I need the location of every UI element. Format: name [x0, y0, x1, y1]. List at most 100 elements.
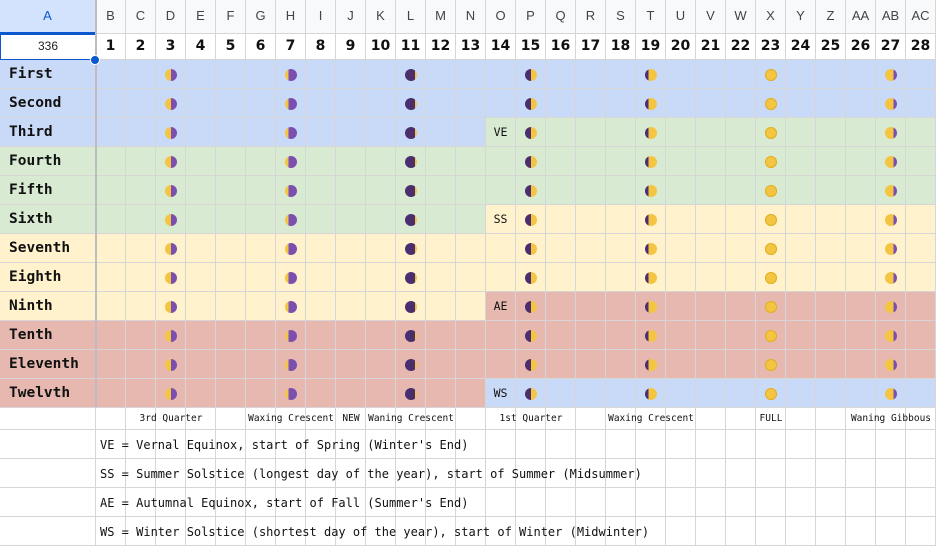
- day-cell[interactable]: [546, 321, 576, 350]
- day-cell[interactable]: [336, 263, 366, 292]
- selection-fill-handle[interactable]: [90, 55, 100, 65]
- day-cell[interactable]: [366, 321, 396, 350]
- day-cell[interactable]: [396, 89, 426, 118]
- day-cell[interactable]: [876, 89, 906, 118]
- month-label-second[interactable]: Second: [0, 89, 96, 118]
- day-cell[interactable]: [456, 263, 486, 292]
- day-number-20[interactable]: 20: [666, 34, 696, 60]
- day-cell[interactable]: [306, 234, 336, 263]
- legend-row-cell[interactable]: [156, 488, 186, 517]
- legend-row-cell[interactable]: [516, 430, 546, 459]
- day-cell[interactable]: [786, 350, 816, 379]
- day-number-12[interactable]: 12: [426, 34, 456, 60]
- day-cell[interactable]: [276, 379, 306, 408]
- legend-row-cell[interactable]: [606, 430, 636, 459]
- day-cell[interactable]: [246, 321, 276, 350]
- legend-row-cell[interactable]: [756, 517, 786, 546]
- day-cell[interactable]: [366, 205, 396, 234]
- day-cell[interactable]: [846, 176, 876, 205]
- day-cell[interactable]: [696, 176, 726, 205]
- day-cell[interactable]: [336, 234, 366, 263]
- day-number-6[interactable]: 6: [246, 34, 276, 60]
- legend-row-cell[interactable]: [756, 488, 786, 517]
- day-cell[interactable]: [666, 176, 696, 205]
- legend-row-cell[interactable]: [816, 459, 846, 488]
- day-cell[interactable]: [216, 147, 246, 176]
- column-header-s[interactable]: S: [606, 0, 636, 34]
- legend-row-cell[interactable]: [126, 488, 156, 517]
- day-number-19[interactable]: 19: [636, 34, 666, 60]
- day-cell[interactable]: [516, 350, 546, 379]
- day-cell[interactable]: [516, 321, 546, 350]
- day-cell[interactable]: [216, 292, 246, 321]
- legend-row-cell[interactable]: [96, 517, 126, 546]
- phase-row-cell[interactable]: [816, 408, 846, 430]
- column-header-y[interactable]: Y: [786, 0, 816, 34]
- day-cell[interactable]: [696, 350, 726, 379]
- column-header-h[interactable]: H: [276, 0, 306, 34]
- column-header-d[interactable]: D: [156, 0, 186, 34]
- day-cell[interactable]: [636, 350, 666, 379]
- month-label-tenth[interactable]: Tenth: [0, 321, 96, 350]
- column-header-p[interactable]: P: [516, 0, 546, 34]
- legend-row-cell[interactable]: [396, 430, 426, 459]
- season-marker-ve[interactable]: VE: [486, 118, 516, 147]
- day-cell[interactable]: [636, 379, 666, 408]
- legend-row-cell[interactable]: [96, 430, 126, 459]
- day-cell[interactable]: [276, 263, 306, 292]
- legend-row-label[interactable]: [0, 488, 96, 517]
- day-cell[interactable]: [906, 176, 936, 205]
- legend-row-cell[interactable]: [396, 517, 426, 546]
- day-cell[interactable]: [306, 263, 336, 292]
- day-cell[interactable]: [366, 292, 396, 321]
- legend-row-cell[interactable]: [846, 517, 876, 546]
- day-cell[interactable]: [186, 379, 216, 408]
- legend-row-cell[interactable]: [576, 517, 606, 546]
- day-number-7[interactable]: 7: [276, 34, 306, 60]
- legend-row-cell[interactable]: [876, 430, 906, 459]
- legend-row-cell[interactable]: [126, 459, 156, 488]
- column-header-j[interactable]: J: [336, 0, 366, 34]
- day-cell[interactable]: [726, 263, 756, 292]
- day-number-2[interactable]: 2: [126, 34, 156, 60]
- day-cell[interactable]: [666, 234, 696, 263]
- legend-row-cell[interactable]: [666, 459, 696, 488]
- day-cell[interactable]: [366, 147, 396, 176]
- phase-row-cell[interactable]: [756, 408, 786, 430]
- day-cell[interactable]: [696, 60, 726, 89]
- day-cell[interactable]: [96, 147, 126, 176]
- phase-row-cell[interactable]: [576, 408, 606, 430]
- day-cell[interactable]: [876, 350, 906, 379]
- phase-row-cell[interactable]: [186, 408, 216, 430]
- day-cell[interactable]: [396, 292, 426, 321]
- day-cell[interactable]: [396, 350, 426, 379]
- phase-row-cell[interactable]: [606, 408, 636, 430]
- day-cell[interactable]: [156, 379, 186, 408]
- day-cell[interactable]: [156, 292, 186, 321]
- day-cell[interactable]: [576, 321, 606, 350]
- day-cell[interactable]: [876, 263, 906, 292]
- day-cell[interactable]: [156, 89, 186, 118]
- phase-row-cell[interactable]: [246, 408, 276, 430]
- day-cell[interactable]: [456, 89, 486, 118]
- day-cell[interactable]: [816, 147, 846, 176]
- day-cell[interactable]: [396, 176, 426, 205]
- day-number-9[interactable]: 9: [336, 34, 366, 60]
- day-cell[interactable]: [96, 292, 126, 321]
- phase-row-cell[interactable]: [786, 408, 816, 430]
- legend-row-cell[interactable]: [246, 488, 276, 517]
- column-header-n[interactable]: N: [456, 0, 486, 34]
- legend-row-cell[interactable]: [636, 517, 666, 546]
- phase-row-cell[interactable]: [636, 408, 666, 430]
- day-cell[interactable]: [786, 205, 816, 234]
- day-cell[interactable]: [186, 60, 216, 89]
- day-cell[interactable]: [426, 118, 456, 147]
- legend-row-cell[interactable]: [816, 430, 846, 459]
- day-cell[interactable]: [306, 147, 336, 176]
- legend-row-cell[interactable]: [486, 430, 516, 459]
- day-cell[interactable]: [786, 292, 816, 321]
- day-cell[interactable]: [876, 234, 906, 263]
- phase-row-cell[interactable]: [486, 408, 516, 430]
- day-cell[interactable]: [366, 263, 396, 292]
- season-marker-ae[interactable]: AE: [486, 292, 516, 321]
